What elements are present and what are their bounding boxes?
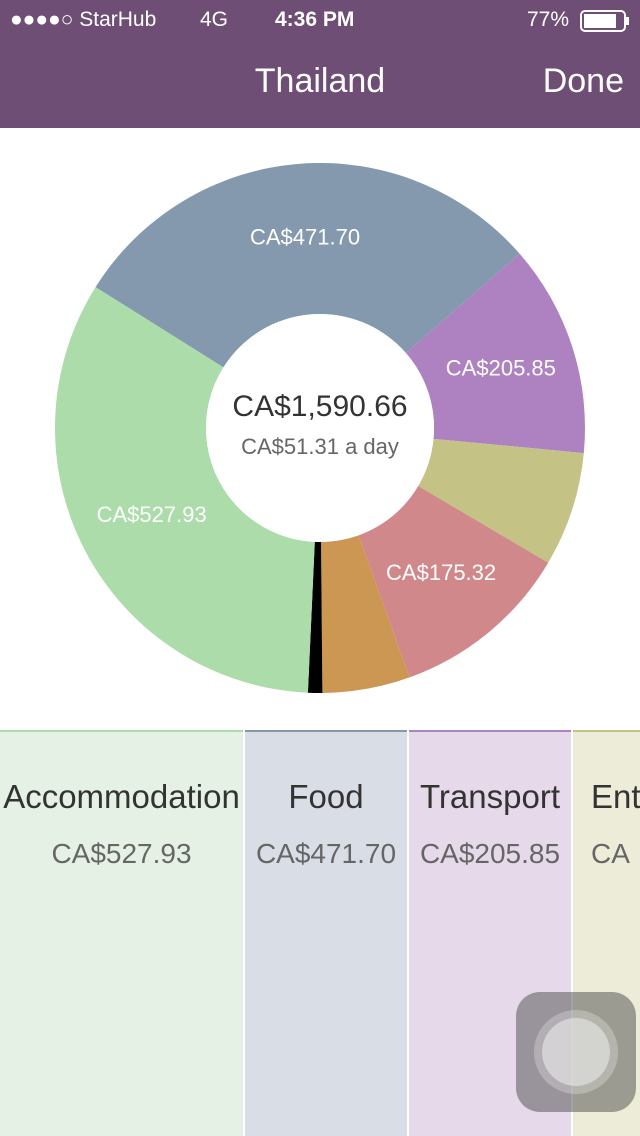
- category-amount: CA: [591, 838, 630, 869]
- slice-label: CA$205.85: [446, 356, 556, 381]
- donut-slice: [54, 287, 315, 693]
- category-name: Accommodation: [3, 778, 240, 815]
- header: ●●●●○ StarHub 4G 4:36 PM 77% Thailand Do…: [0, 0, 640, 128]
- assistive-touch[interactable]: [516, 992, 636, 1112]
- time: 4:36 PM: [275, 8, 355, 31]
- battery: 77%: [527, 8, 570, 31]
- category-name: Transport: [420, 778, 560, 815]
- category-cards: Accommodation CA$527.93 Food CA$471.70 Trans…: [0, 730, 640, 1136]
- donut-slice: [405, 253, 585, 454]
- donut-slice: [418, 438, 584, 563]
- nav-title: Thailand: [254, 62, 386, 100]
- category-amount: CA$471.70: [255, 838, 397, 869]
- slice-label: CA$175.32: [386, 560, 496, 585]
- donut-slice: [307, 541, 323, 693]
- category-card[interactable]: Food CA$471.70: [245, 730, 407, 1136]
- network: 4G: [200, 8, 229, 31]
- donut-chart: CA$471.70 CA$205.85 CA$175.32 CA$527.93 CA$1…: [54, 163, 585, 693]
- category-card[interactable]: Transport CA$205.85: [409, 730, 571, 1136]
- category-amount: CA$205.85: [419, 838, 561, 869]
- donut-hole: [206, 314, 434, 542]
- category-card[interactable]: Accommodation CA$527.93: [0, 730, 243, 1136]
- done-button[interactable]: Done: [542, 62, 624, 100]
- category-name: Food: [288, 778, 364, 815]
- daily-label: CA$51.31 a day: [241, 434, 399, 459]
- slice-label: CA$471.70: [250, 224, 360, 249]
- carrier: ●●●●○ StarHub: [10, 8, 157, 31]
- total-label: CA$1,590.66: [232, 390, 407, 423]
- slice-label: CA$527.93: [97, 502, 207, 527]
- category-amount: CA$527.93: [51, 838, 192, 869]
- donut-slice: [358, 485, 549, 678]
- category-name: Ente: [591, 778, 640, 815]
- battery-icon: [580, 10, 629, 32]
- donut-slice: [95, 163, 520, 368]
- donut-slice: [321, 535, 410, 693]
